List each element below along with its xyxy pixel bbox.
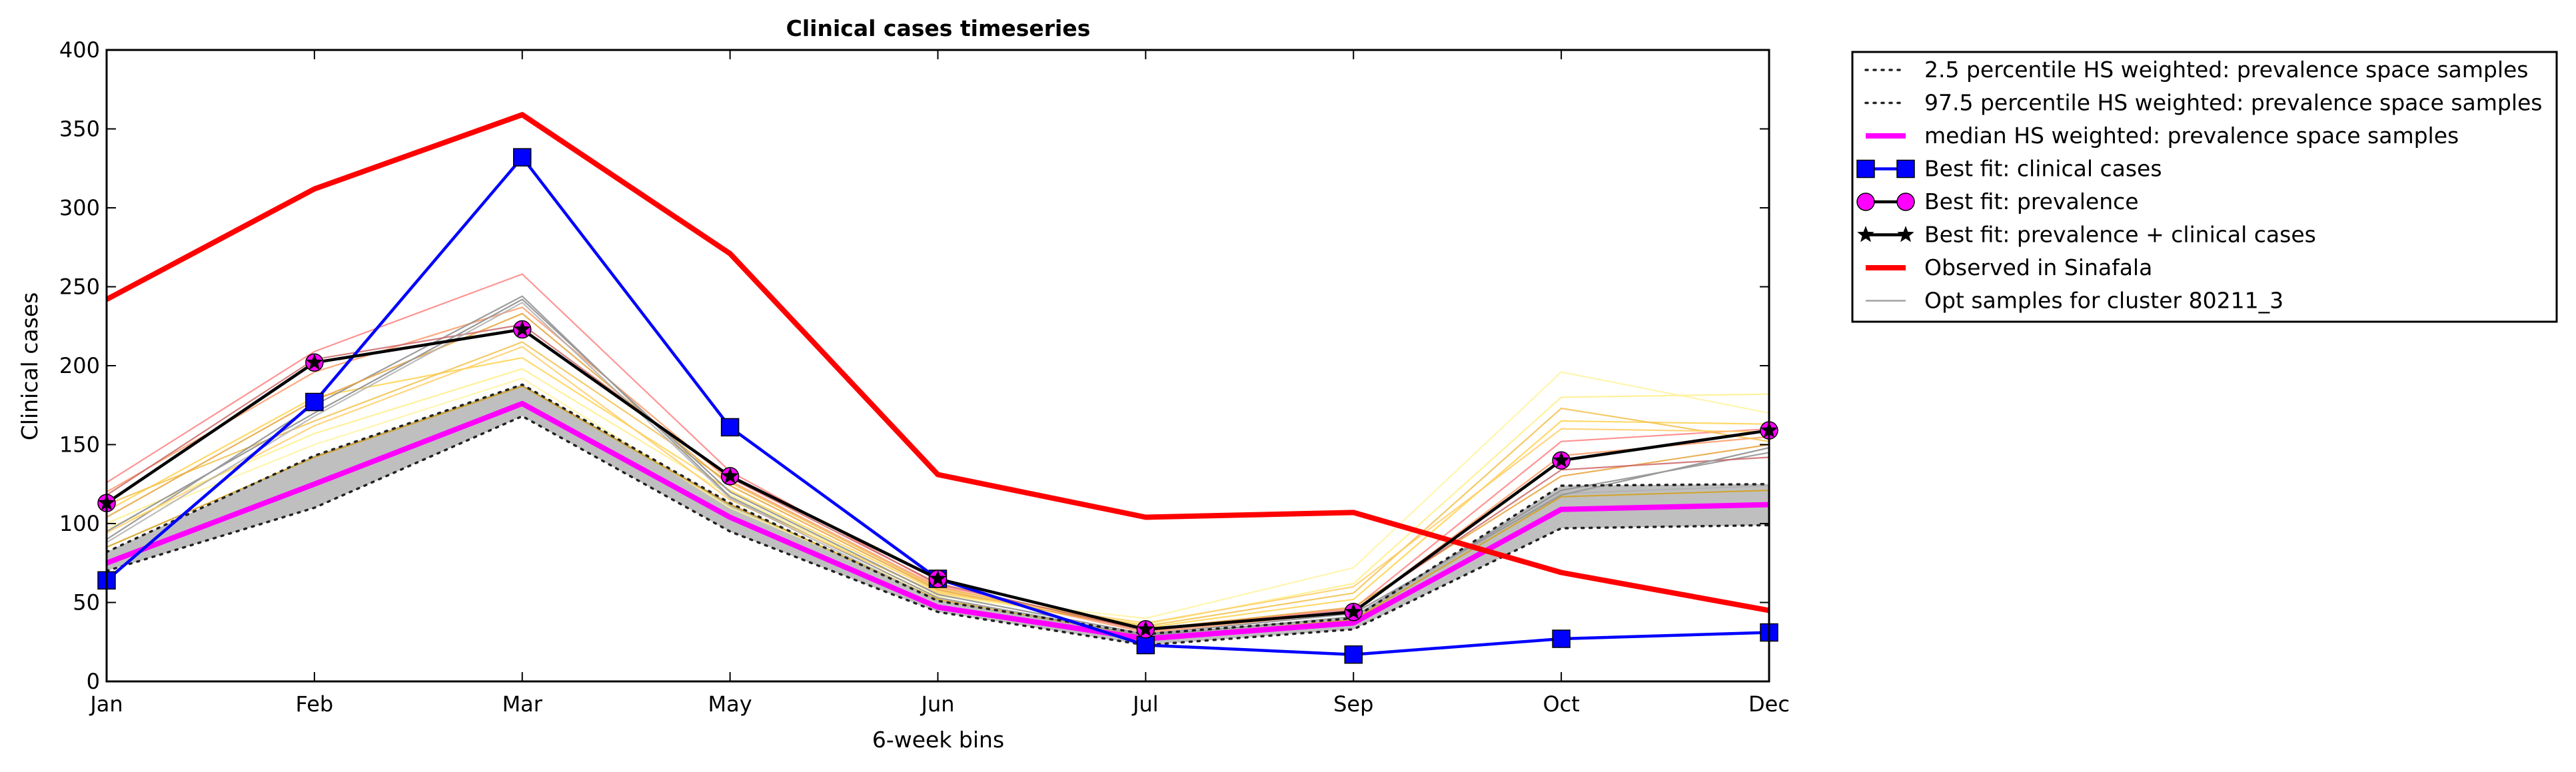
x-tick-label-3: May — [708, 691, 752, 717]
series-line-7 — [107, 298, 1769, 635]
y-tick-label-250: 250 — [59, 274, 100, 300]
legend-label-6: Observed in Sinafala — [1924, 254, 2152, 280]
marker-prev-clinical-4 — [929, 570, 947, 586]
legend-box — [1851, 51, 2558, 323]
legend-marker-4-0 — [1856, 193, 1875, 211]
marker-clinical-6 — [1344, 645, 1363, 664]
marker-prev-clinical-6 — [1345, 603, 1363, 619]
legend-label-2: median HS weighted: prevalence space sam… — [1924, 123, 2459, 149]
marker-prev-clinical-2 — [513, 320, 531, 337]
x-axis-label: 6-week bins — [872, 727, 1004, 753]
y-tick-label-100: 100 — [59, 511, 100, 536]
x-tick-label-8: Dec — [1748, 691, 1790, 717]
marker-clinical-5 — [1136, 635, 1155, 655]
legend-label-0: 2.5 percentile HS weighted: prevalence s… — [1924, 57, 2529, 83]
marker-clinical-3 — [720, 418, 740, 437]
marker-prev-clinical-7 — [1553, 451, 1570, 468]
legend: 2.5 percentile HS weighted: prevalence s… — [1851, 51, 2558, 323]
legend-label-5: Best fit: prevalence + clinical cases — [1924, 222, 2316, 248]
sample-line-5 — [107, 341, 1769, 627]
sample-line-8 — [107, 312, 1769, 630]
x-tick-label-6: Sep — [1333, 691, 1373, 717]
x-tick-label-5: Jul — [1131, 691, 1159, 717]
marker-clinical-7 — [1552, 629, 1571, 648]
series-line-0 — [107, 415, 1769, 647]
plot-lines — [107, 112, 1769, 656]
legend-label-3: Best fit: clinical cases — [1924, 156, 2162, 182]
sample-line-2 — [107, 356, 1769, 629]
y-tick-label-350: 350 — [59, 117, 100, 142]
marker-prev-clinical-5 — [1137, 620, 1155, 637]
sample-line-6 — [107, 295, 1769, 637]
x-tick-label-2: Mar — [502, 691, 543, 717]
y-tick-label-50: 50 — [73, 590, 100, 615]
y-tick-label-0: 0 — [87, 669, 100, 694]
legend-label-4: Best fit: prevalence — [1924, 189, 2139, 214]
x-tick-label-7: Oct — [1543, 691, 1579, 717]
y-axis-label: Clinical cases — [17, 292, 43, 441]
legend-marker-5-1 — [1897, 226, 1914, 242]
sample-line-4 — [107, 371, 1769, 619]
x-tick-label-4: Jun — [920, 691, 955, 717]
legend-marker-4-1 — [1896, 193, 1915, 211]
legend-marker-3-0 — [1856, 159, 1875, 179]
x-tick-label-0: Jan — [89, 691, 123, 717]
marker-clinical-1 — [305, 392, 324, 412]
y-tick-label-150: 150 — [59, 432, 100, 458]
legend-marker-5-0 — [1857, 226, 1874, 242]
y-tick-label-200: 200 — [59, 353, 100, 378]
sample-line-9 — [107, 346, 1769, 624]
series-line-6 — [107, 112, 1769, 613]
marker-prev-clinical-1 — [306, 353, 323, 370]
y-tick-label-300: 300 — [59, 195, 100, 220]
sample-line-7 — [107, 385, 1769, 638]
legend-label-7: Opt samples for cluster 80211_3 — [1924, 288, 2283, 314]
plot-area: 0 50 100 150 200 250 300 350 400 Jan Feb Mar May Jun J… — [59, 37, 1790, 717]
legend-label-1: 97.5 percentile HS weighted: prevalence … — [1924, 90, 2543, 116]
series-line-2 — [107, 400, 1769, 641]
legend-marker-3-1 — [1896, 159, 1915, 179]
x-tick-label-1: Feb — [296, 691, 334, 717]
chart-title: Clinical cases timeseries — [786, 15, 1091, 41]
marker-clinical-2 — [513, 148, 532, 167]
marker-prev-clinical-3 — [721, 467, 739, 484]
y-tick-label-400: 400 — [59, 37, 100, 63]
